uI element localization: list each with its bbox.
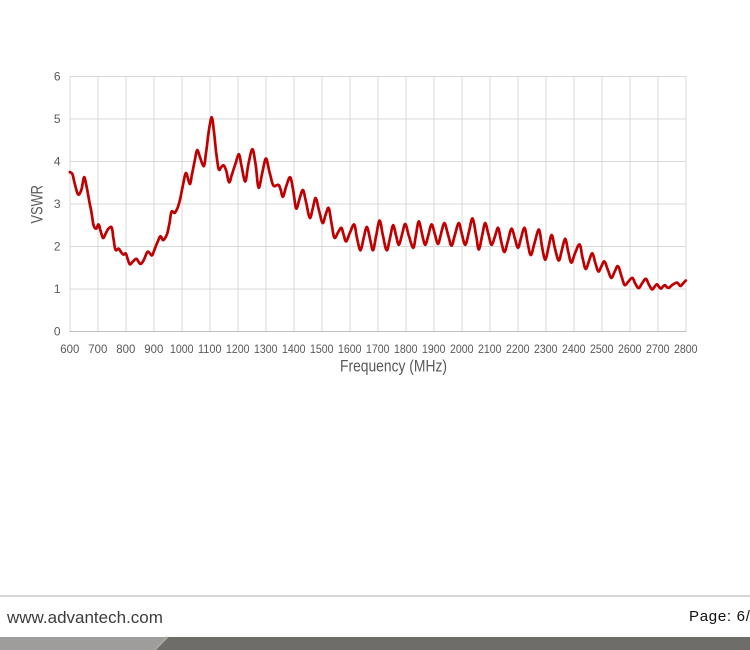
svg-text:1000: 1000 [170,342,194,356]
svg-text:2300: 2300 [534,342,558,356]
svg-text:1800: 1800 [394,342,418,356]
svg-text:3: 3 [54,197,61,211]
svg-text:2800: 2800 [674,342,698,356]
svg-text:800: 800 [116,342,135,356]
svg-text:600: 600 [60,342,79,356]
svg-text:5: 5 [54,112,61,126]
svg-text:1500: 1500 [310,342,334,356]
svg-text:2600: 2600 [618,342,642,356]
svg-text:0: 0 [54,325,61,339]
svg-text:2700: 2700 [646,342,670,356]
svg-text:1300: 1300 [254,342,278,356]
svg-text:1100: 1100 [198,342,222,356]
svg-text:900: 900 [144,342,163,356]
svg-text:2200: 2200 [506,342,530,356]
svg-text:1200: 1200 [226,342,250,356]
svg-text:1600: 1600 [338,342,362,356]
svg-text:1: 1 [54,282,61,296]
svg-text:2000: 2000 [450,342,474,356]
svg-text:4: 4 [54,155,61,169]
svg-text:2500: 2500 [590,342,614,356]
svg-text:1400: 1400 [282,342,306,356]
svg-text:2: 2 [54,240,61,254]
svg-text:VSWR: VSWR [27,185,46,224]
svg-text:Frequency (MHz): Frequency (MHz) [340,357,447,376]
svg-text:1700: 1700 [366,342,390,356]
svg-text:2100: 2100 [478,342,502,356]
svg-text:2400: 2400 [562,342,586,356]
svg-text:6: 6 [54,70,61,84]
svg-text:1900: 1900 [422,342,446,356]
svg-text:700: 700 [88,342,107,356]
